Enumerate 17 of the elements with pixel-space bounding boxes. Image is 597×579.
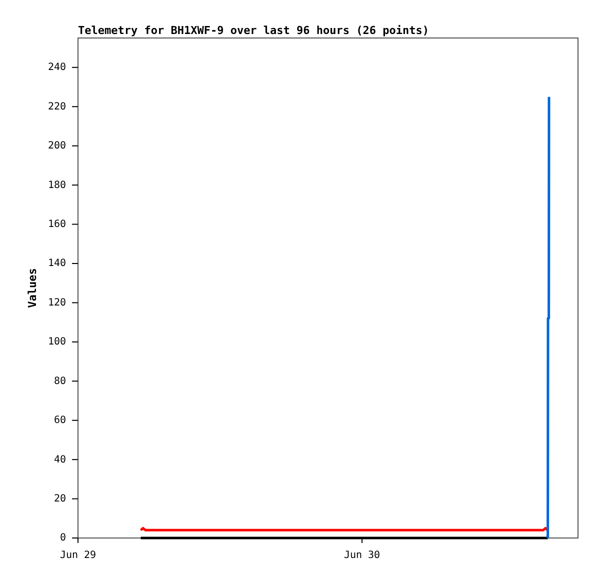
y-tick-label: 120 [48,297,66,308]
y-tick-label: 40 [54,454,66,466]
y-axis-title: Values [26,268,39,308]
chart-title: Telemetry for BH1XWF-9 over last 96 hours (26 points) [78,24,429,37]
y-tick-label: 20 [54,494,66,505]
y-tick-label: 80 [54,376,66,387]
y-tick-label: 140 [48,258,66,270]
y-tick-label: 240 [48,62,66,74]
y-tick-label: 220 [48,101,66,112]
y-tick-label: 180 [48,180,66,191]
y-tick-label: 200 [48,140,66,152]
y-tick-label: 60 [54,415,66,426]
y-tick-label: 160 [48,219,66,230]
x-tick-label: Jun 30 [344,550,380,561]
y-tick-label: 0 [60,532,66,544]
y-tick-label: 100 [48,336,66,348]
x-tick-label: Jun 29 [60,550,96,561]
